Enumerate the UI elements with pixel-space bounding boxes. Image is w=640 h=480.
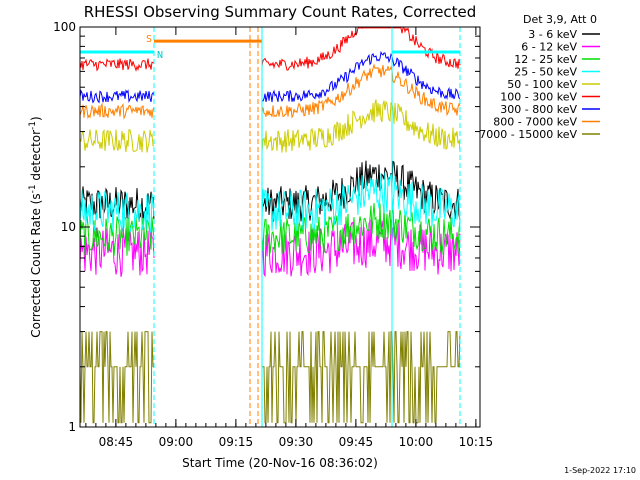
legend-label-2: 12 - 25 keV — [514, 53, 577, 66]
x-tick-label-3: 09:30 — [279, 435, 314, 449]
night-flag-label: N — [157, 50, 163, 61]
x-tick-label-2: 09:15 — [219, 435, 254, 449]
legend-label-8: 7000 - 15000 keV — [479, 128, 577, 141]
x-tick-label-0: 08:45 — [99, 435, 134, 449]
y-tick-label-1: 10 — [61, 220, 76, 234]
chart-title: RHESSI Observing Summary Count Rates, Co… — [84, 3, 477, 21]
x-tick-label-1: 09:00 — [159, 435, 194, 449]
series-line-6 — [79, 50, 461, 104]
y-tick-label-0: 1 — [68, 420, 76, 434]
legend-label-3: 25 - 50 keV — [514, 66, 577, 79]
legend-label-6: 300 - 800 keV — [500, 103, 577, 116]
legend-title: Det 3,9, Att 0 — [523, 13, 597, 26]
series-line-5 — [79, 27, 461, 72]
x-tick-label-6: 10:15 — [459, 435, 494, 449]
series-line-3 — [79, 172, 461, 234]
timestamp: 1-Sep-2022 17:10 — [564, 466, 636, 475]
legend-label-5: 100 - 300 keV — [500, 91, 577, 104]
x-tick-label-4: 09:45 — [339, 435, 374, 449]
legend-label-0: 3 - 6 keV — [528, 28, 577, 41]
x-tick-label-5: 10:00 — [399, 435, 434, 449]
plot-area: SN — [79, 27, 461, 427]
y-axis: 1 10 100 — [53, 20, 480, 434]
y-tick-label-2: 100 — [53, 20, 76, 34]
x-axis: 08:45 09:00 09:15 09:30 09:45 10:00 10:15 — [85, 27, 494, 449]
y-axis-label: Corrected Count Rate (s-1 detector-1) — [28, 116, 43, 337]
x-axis-label: Start Time (20-Nov-16 08:36:02) — [182, 456, 378, 470]
legend-label-7: 800 - 7000 keV — [493, 116, 577, 129]
series-line-2 — [79, 202, 461, 256]
series-line-7 — [79, 63, 461, 120]
saa-flag-label: S — [146, 34, 152, 45]
legend-label-1: 6 - 12 keV — [521, 41, 577, 54]
series-line-4 — [79, 99, 461, 153]
legend-label-4: 50 - 100 keV — [507, 78, 577, 91]
series-line-8 — [79, 331, 461, 424]
